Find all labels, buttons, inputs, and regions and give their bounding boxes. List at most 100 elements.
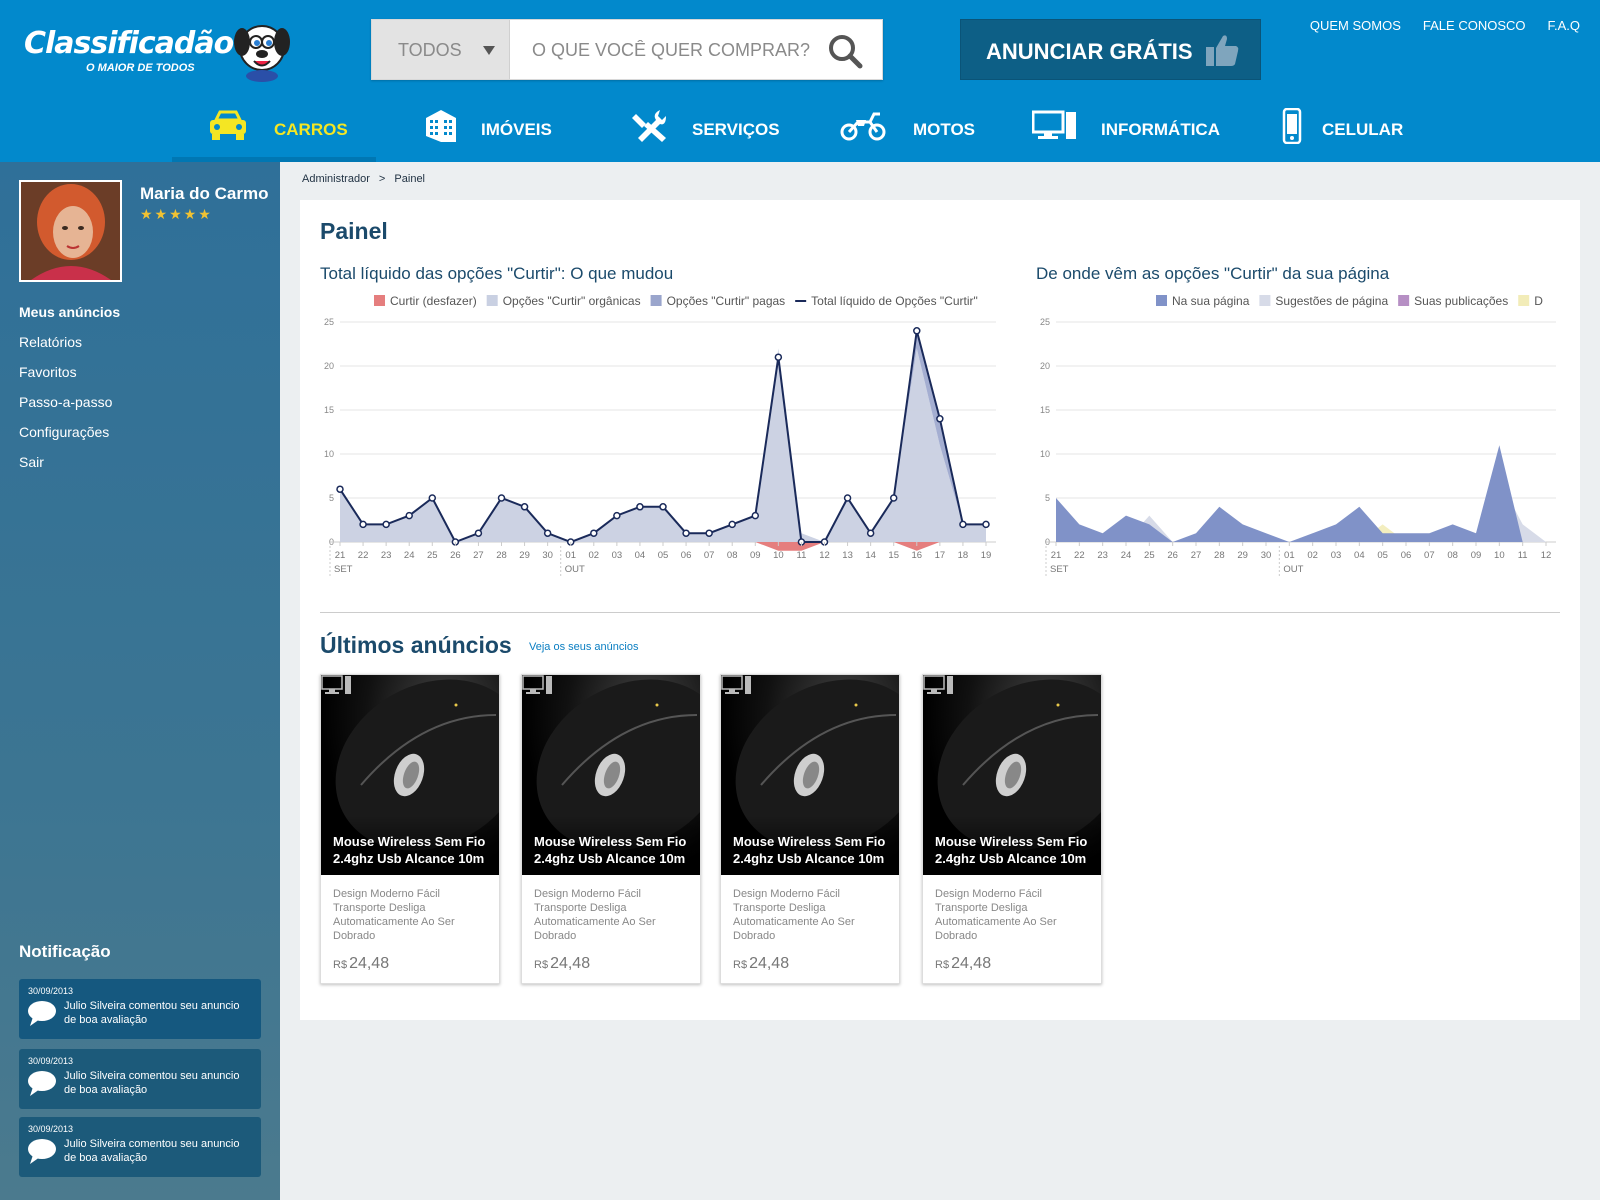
listing-image[interactable]: Mouse Wireless Sem Fio 2.4ghz Usb Alcanc…	[522, 675, 700, 875]
sidebar-item-passo-a-passo[interactable]: Passo-a-passo	[19, 394, 113, 410]
link-quem-somos[interactable]: QUEM SOMOS	[1309, 18, 1401, 33]
listing-title: Mouse Wireless Sem Fio 2.4ghz Usb Alcanc…	[935, 834, 1088, 866]
data-point	[751, 511, 760, 520]
listing-price-value: 24,48	[749, 955, 790, 972]
data-point	[982, 520, 990, 529]
x-tick-label: 11	[796, 550, 806, 561]
x-tick-label: 07	[704, 550, 715, 561]
x-tick-label: 11	[1518, 550, 1528, 561]
comment-icon	[28, 1139, 56, 1164]
tools-icon	[632, 110, 666, 142]
legend-label: Curtir (desfazer)	[390, 294, 477, 308]
legend-label: D	[1534, 294, 1543, 308]
notification-date: 30/09/2013	[28, 986, 74, 996]
sidebar-item-relatorios[interactable]: Relatórios	[19, 334, 83, 350]
x-tick-label: 05	[1377, 550, 1388, 561]
area-curtirdesfazer	[340, 542, 986, 551]
legend-swatch	[1156, 295, 1167, 306]
search-icon[interactable]	[827, 33, 863, 69]
y-tick-label: 10	[1040, 449, 1050, 459]
listing-card[interactable]: Mouse Wireless Sem Fio 2.4ghz Usb Alcanc…	[521, 674, 701, 984]
x-tick-label: 23	[381, 550, 392, 561]
site-logo[interactable]: Classificadão O MAIOR DE TODOS	[24, 22, 294, 82]
listing-price-value: 24,48	[550, 955, 591, 972]
search-category-select[interactable]: TODOS	[372, 20, 510, 79]
y-tick-label: 5	[329, 493, 334, 503]
nav-active-indicator	[172, 157, 376, 162]
breadcrumb-item-painel: Painel	[394, 173, 425, 185]
legend-swatch	[374, 295, 385, 306]
breadcrumb: Administrador > Painel	[302, 173, 431, 185]
x-tick-label: 07	[1424, 550, 1435, 561]
y-tick-label: 20	[324, 361, 334, 371]
x-tick-label: 25	[1144, 550, 1155, 561]
sidebar-item-configuracoes[interactable]: Configurações	[19, 424, 110, 440]
x-tick-label: 22	[358, 550, 369, 561]
comment-icon	[28, 1001, 56, 1026]
x-tick-label: 02	[1307, 550, 1318, 561]
sidebar-item-meus-anuncios[interactable]: Meus anúncios	[19, 304, 121, 320]
listing-card[interactable]: Mouse Wireless Sem Fio 2.4ghz Usb Alcanc…	[720, 674, 900, 984]
y-tick-label: 20	[1040, 361, 1050, 371]
computer-icon	[321, 675, 351, 694]
avatar[interactable]	[19, 180, 122, 282]
month-label: OUT	[1283, 564, 1303, 575]
x-tick-label: 03	[612, 550, 623, 561]
listing-image[interactable]: Mouse Wireless Sem Fio 2.4ghz Usb Alcanc…	[923, 675, 1101, 875]
see-your-ads-link[interactable]: Veja os seus anúncios	[529, 641, 639, 653]
y-tick-label: 15	[1040, 405, 1050, 415]
x-tick-label: 25	[427, 550, 438, 561]
x-tick-label: 27	[473, 550, 484, 561]
data-point	[728, 520, 736, 529]
data-point	[590, 529, 598, 537]
link-fale-conosco[interactable]: FALE CONOSCO	[1422, 18, 1526, 33]
data-point	[543, 529, 552, 537]
logo-tagline: O MAIOR DE TODOS	[86, 62, 195, 74]
listing-image[interactable]: Mouse Wireless Sem Fio 2.4ghz Usb Alcanc…	[721, 675, 899, 875]
x-tick-label: 09	[1471, 550, 1482, 561]
dog-mascot-icon	[234, 25, 290, 82]
x-tick-label: 28	[1214, 550, 1225, 561]
sidebar-item-sair[interactable]: Sair	[19, 454, 44, 470]
listing-currency: R$	[935, 959, 950, 971]
x-tick-label: 08	[1447, 550, 1458, 561]
data-point	[774, 353, 783, 361]
x-tick-label: 04	[1354, 550, 1365, 561]
search-input[interactable]	[532, 37, 832, 63]
data-point	[405, 511, 413, 520]
x-tick-label: 06	[1401, 550, 1412, 561]
sidebar-item-favoritos[interactable]: Favoritos	[19, 364, 77, 380]
dashboard-panel: Painel Total líquido das opções "Curtir"…	[300, 200, 1580, 1020]
listing-card[interactable]: Mouse Wireless Sem Fio 2.4ghz Usb Alcanc…	[320, 674, 500, 984]
x-tick-label: 06	[681, 550, 692, 561]
notification-item[interactable]: 30/09/2013 Julio Silveira comentou seu a…	[19, 979, 261, 1039]
x-tick-label: 19	[981, 550, 992, 561]
post-ad-label: ANUNCIAR GRÁTIS	[986, 39, 1193, 64]
listing-currency: R$	[333, 959, 348, 971]
sidebar-menu: Meus anúncios Relatórios Favoritos Passo…	[19, 302, 120, 482]
notification-text: Julio Silveira comentou seu anuncio de b…	[64, 1138, 240, 1164]
link-faq[interactable]: F.A.Q	[1547, 18, 1580, 33]
data-point	[636, 503, 644, 511]
x-tick-label: 22	[1074, 550, 1085, 561]
comment-icon	[28, 1071, 56, 1096]
x-tick-label: 21	[335, 550, 346, 561]
x-tick-label: 30	[1261, 550, 1272, 561]
thumbs-up-icon	[1206, 35, 1239, 66]
breadcrumb-item-administrador[interactable]: Administrador	[302, 173, 370, 185]
listing-card[interactable]: Mouse Wireless Sem Fio 2.4ghz Usb Alcanc…	[922, 674, 1102, 984]
x-tick-label: 15	[888, 550, 899, 561]
chart-2-title: De onde vêm as opções "Curtir" da sua pá…	[1036, 264, 1390, 283]
data-point	[428, 494, 437, 502]
x-tick-label: 30	[542, 550, 553, 561]
logo-text: Classificadão	[24, 26, 234, 61]
legend-label: Sugestões de página	[1275, 294, 1388, 308]
notification-item[interactable]: 30/09/2013 Julio Silveira comentou seu a…	[19, 1117, 261, 1177]
x-tick-label: 13	[842, 550, 853, 561]
computer-icon	[1032, 110, 1076, 139]
post-ad-button[interactable]: ANUNCIAR GRÁTIS	[960, 19, 1261, 80]
x-tick-label: 10	[773, 550, 784, 561]
phone-icon	[1282, 108, 1302, 144]
notification-item[interactable]: 30/09/2013 Julio Silveira comentou seu a…	[19, 1049, 261, 1109]
listing-image[interactable]: Mouse Wireless Sem Fio 2.4ghz Usb Alcanc…	[321, 675, 499, 875]
